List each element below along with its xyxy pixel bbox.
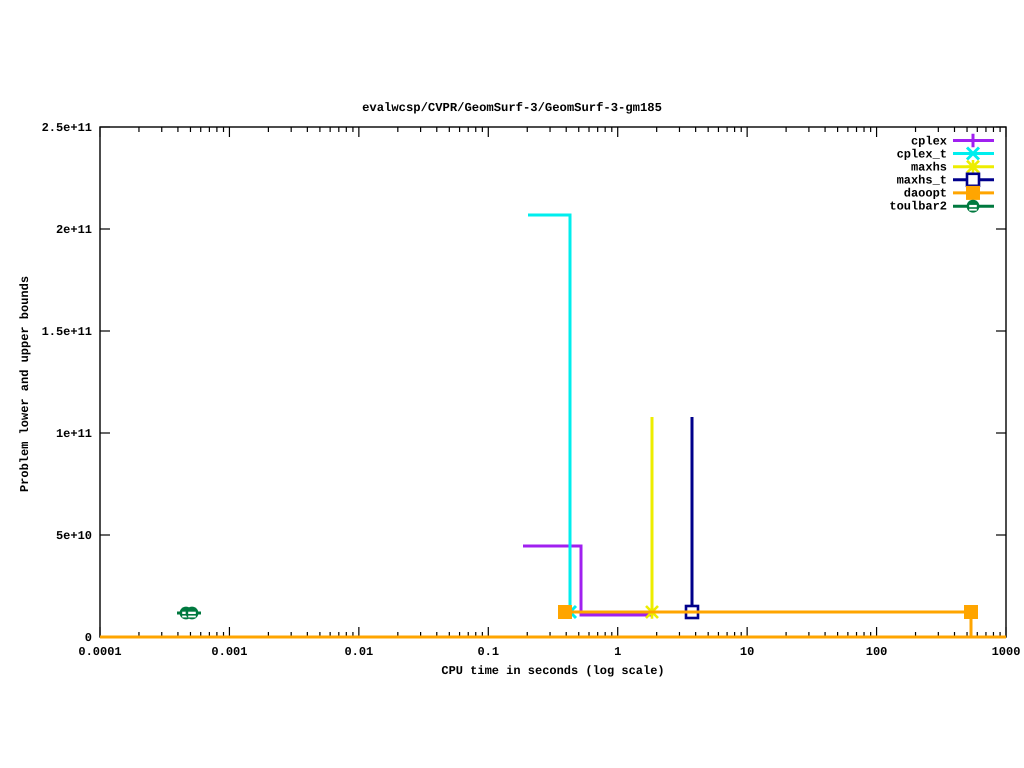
svg-text:0: 0 (85, 631, 92, 645)
svg-text:0.001: 0.001 (211, 645, 247, 659)
svg-text:maxhs_t: maxhs_t (897, 174, 947, 188)
svg-text:toulbar2: toulbar2 (889, 200, 947, 214)
svg-text:CPU time in seconds (log scale: CPU time in seconds (log scale) (441, 664, 664, 678)
svg-text:2.5e+11: 2.5e+11 (42, 121, 92, 135)
svg-text:1.5e+11: 1.5e+11 (42, 325, 92, 339)
svg-text:10: 10 (740, 645, 754, 659)
svg-text:1e+11: 1e+11 (56, 427, 92, 441)
svg-text:Problem lower and upper bounds: Problem lower and upper bounds (18, 276, 32, 492)
svg-text:0.01: 0.01 (344, 645, 373, 659)
svg-text:1000: 1000 (992, 645, 1021, 659)
svg-text:cplex_t: cplex_t (897, 148, 947, 162)
svg-text:1: 1 (614, 645, 621, 659)
svg-text:5e+10: 5e+10 (56, 529, 92, 543)
svg-text:cplex: cplex (911, 135, 947, 149)
svg-text:evalwcsp/CVPR/GeomSurf-3/GeomS: evalwcsp/CVPR/GeomSurf-3/GeomSurf-3-gm18… (362, 101, 662, 115)
svg-text:maxhs: maxhs (911, 161, 947, 175)
svg-text:0.1: 0.1 (477, 645, 499, 659)
svg-text:0.0001: 0.0001 (78, 645, 121, 659)
svg-text:daoopt: daoopt (904, 187, 947, 201)
svg-text:2e+11: 2e+11 (56, 223, 92, 237)
svg-text:100: 100 (866, 645, 888, 659)
